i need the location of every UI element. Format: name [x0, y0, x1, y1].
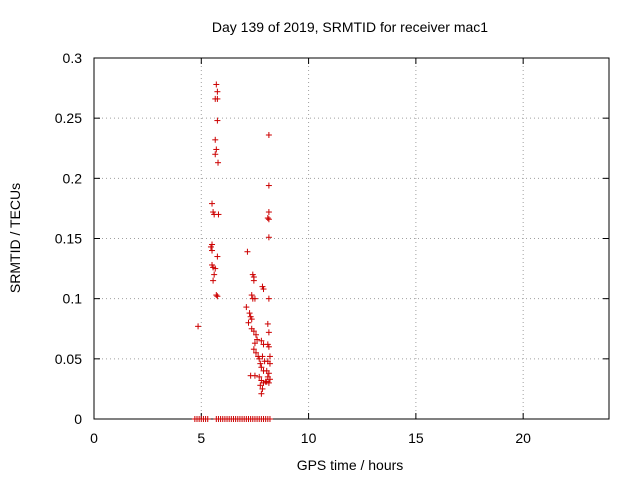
data-point: [213, 146, 220, 153]
data-point: [265, 379, 272, 386]
y-tick-label: 0.25: [55, 110, 82, 126]
data-point: [256, 373, 263, 380]
data-point: [266, 376, 273, 383]
data-point: [258, 337, 265, 344]
data-point: [214, 88, 221, 95]
data-point: [266, 360, 273, 367]
data-point: [265, 329, 272, 336]
data-point: [211, 271, 218, 278]
data-point: [248, 292, 255, 299]
data-point: [266, 416, 273, 422]
data-point: [265, 209, 272, 216]
data-point: [244, 248, 251, 255]
data-point: [265, 370, 272, 377]
y-tick-label: 0.1: [63, 291, 83, 307]
data-point: [260, 286, 267, 293]
data-point: [212, 265, 219, 272]
data-point: [215, 211, 222, 218]
data-point: [266, 353, 273, 360]
data-point: [204, 416, 211, 422]
data-point: [265, 343, 272, 350]
data-point: [264, 320, 271, 327]
data-point: [265, 234, 272, 241]
x-tick-label: 0: [90, 430, 98, 446]
data-point: [250, 277, 257, 284]
data-point: [257, 382, 264, 389]
axis-ticks: [93, 57, 609, 420]
data-point: [214, 293, 221, 300]
data-point: [213, 81, 220, 88]
data-point: [265, 295, 272, 302]
data-point: [246, 310, 253, 317]
data-point: [243, 304, 250, 311]
data-point: [210, 277, 217, 284]
data-point: [248, 316, 255, 323]
data-point: [265, 182, 272, 189]
y-axis-tick-labels: 0 0.05 0.1 0.15 0.2 0.25 0.3: [55, 50, 82, 427]
data-point: [254, 336, 261, 343]
data-point: [265, 132, 272, 139]
data-point: [214, 253, 221, 260]
data-point: [251, 295, 258, 302]
x-axis-label: GPS time / hours: [297, 457, 404, 473]
data-point: [212, 151, 219, 158]
y-tick-label: 0: [74, 411, 82, 427]
data-point: [253, 349, 260, 356]
data-point: [207, 243, 214, 250]
x-tick-label: 15: [408, 430, 424, 446]
data-point: [215, 159, 222, 166]
data-point: [258, 364, 265, 371]
data-point: [251, 340, 258, 347]
x-tick-label: 10: [301, 430, 317, 446]
chart-title: Day 139 of 2019, SRMTID for receiver mac…: [212, 19, 488, 35]
data-point: [195, 323, 202, 330]
data-points: [191, 81, 273, 422]
grid-lines: [94, 58, 609, 419]
data-point: [264, 215, 271, 222]
x-tick-label: 5: [197, 430, 205, 446]
data-point: [214, 95, 221, 102]
data-point: [250, 346, 257, 353]
data-point: [209, 200, 216, 207]
y-axis-label: SRMTID / TECUs: [7, 183, 23, 293]
y-tick-label: 0.3: [63, 50, 83, 66]
y-tick-label: 0.15: [55, 231, 82, 247]
data-point: [250, 328, 257, 335]
data-point: [253, 331, 260, 338]
data-point: [258, 390, 265, 397]
data-point: [212, 136, 219, 143]
x-axis-tick-labels: 0 5 10 15 20: [90, 430, 531, 446]
data-point: [209, 247, 216, 254]
y-tick-label: 0.2: [63, 170, 83, 186]
data-point: [214, 117, 221, 124]
x-tick-label: 20: [515, 430, 531, 446]
data-point: [213, 292, 220, 299]
y-tick-label: 0.05: [55, 351, 82, 367]
data-point: [265, 216, 272, 223]
data-point: [259, 353, 266, 360]
data-point: [259, 385, 266, 392]
data-point: [257, 360, 264, 367]
plot-frame: [93, 57, 610, 420]
data-point: [256, 355, 263, 362]
data-point: [245, 319, 252, 326]
data-point: [251, 372, 258, 379]
